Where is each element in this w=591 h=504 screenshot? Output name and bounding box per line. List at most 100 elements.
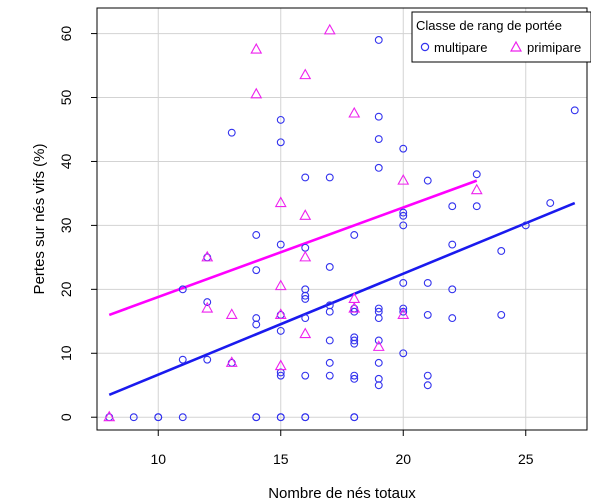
point-multipare [399, 349, 408, 358]
point-multipare [374, 112, 383, 121]
point-primipare [103, 410, 116, 422]
point-multipare [448, 285, 457, 294]
point-multipare [423, 381, 432, 390]
point-multipare [203, 298, 212, 307]
point-primipare [201, 250, 214, 262]
regression-lines [108, 179, 576, 397]
point-multipare [252, 413, 261, 422]
point-primipare [274, 196, 287, 208]
point-multipare [252, 231, 261, 239]
point-primipare [299, 209, 312, 220]
point-multipare [374, 336, 383, 345]
point-multipare [178, 413, 187, 422]
point-primipare [250, 87, 263, 99]
point-multipare [448, 314, 457, 323]
point-multipare [423, 278, 432, 287]
point-multipare [350, 413, 359, 422]
point-multipare [325, 336, 334, 345]
point-multipare [374, 374, 383, 383]
point-multipare [325, 371, 334, 380]
point-multipare [472, 202, 481, 211]
point-multipare [350, 371, 359, 380]
point-multipare [497, 310, 506, 319]
y-axis-title: Pertes sur nés vifs (%) [31, 144, 48, 295]
point-primipare [470, 183, 483, 195]
point-primipare [299, 68, 312, 80]
point-primipare [274, 279, 287, 291]
point-multipare [252, 314, 261, 323]
point-multipare [546, 199, 555, 207]
plot-frame [96, 7, 588, 431]
point-primipare [397, 308, 410, 319]
point-multipare [276, 326, 285, 335]
point-multipare [325, 301, 334, 310]
x-tick-label: 15 [273, 451, 289, 467]
point-primipare [348, 106, 361, 118]
point-multipare [399, 278, 408, 287]
point-multipare [178, 355, 187, 364]
point-multipare [301, 371, 310, 380]
point-multipare [227, 128, 236, 137]
point-multipare [399, 304, 408, 313]
point-multipare [350, 231, 359, 239]
x-tick-label: 25 [518, 451, 534, 467]
point-multipare [276, 138, 285, 147]
point-multipare [301, 285, 310, 294]
legend-marker-primipare [509, 40, 523, 52]
point-multipare [350, 333, 359, 342]
point-primipare [274, 308, 287, 319]
point-multipare [472, 170, 481, 179]
point-primipare [274, 359, 287, 371]
regression-line-multipare [108, 201, 576, 397]
point-multipare [423, 371, 432, 380]
point-primipare [348, 301, 361, 313]
point-multipare [374, 304, 383, 313]
point-multipare [374, 163, 383, 172]
y-tick-label: 10 [58, 345, 74, 361]
point-multipare [399, 208, 408, 217]
point-multipare [497, 247, 506, 255]
legend-box [411, 11, 591, 63]
point-multipare [178, 285, 187, 294]
point-multipare [154, 413, 163, 422]
legend: Classe de rang de portée multipare primi… [411, 11, 591, 63]
point-primipare [372, 340, 385, 351]
point-primipare [225, 308, 238, 319]
y-tick-label: 0 [58, 413, 74, 421]
point-multipare [374, 358, 383, 367]
point-multipare [448, 240, 457, 249]
point-primipare [250, 42, 263, 54]
point-multipare [350, 374, 359, 383]
point-multipare [399, 144, 408, 153]
x-tick-label: 10 [150, 451, 166, 467]
point-primipare [323, 23, 336, 35]
x-axis: 10 15 20 25 [150, 430, 534, 467]
point-primipare [299, 250, 312, 262]
point-multipare [301, 294, 310, 303]
point-primipare [299, 327, 312, 339]
y-tick-label: 50 [58, 90, 74, 106]
point-multipare [276, 240, 285, 249]
x-tick-label: 20 [395, 451, 411, 467]
point-primipare [201, 301, 214, 313]
point-multipare [399, 221, 408, 230]
point-multipare [399, 211, 408, 220]
point-multipare [276, 115, 285, 124]
point-multipare [276, 413, 285, 422]
point-multipare [325, 263, 334, 271]
plot-background [97, 8, 587, 430]
point-multipare [423, 310, 432, 319]
point-multipare [325, 358, 334, 367]
legend-label-multipare: multipare [434, 40, 487, 55]
point-multipare [374, 307, 383, 316]
x-axis-title: Nombre de nés totaux [268, 485, 416, 502]
point-multipare [325, 173, 334, 182]
regression-line-primipare [108, 179, 478, 317]
point-multipare [423, 176, 432, 185]
point-multipare [570, 106, 579, 115]
point-multipare [252, 266, 261, 275]
point-multipare [301, 413, 310, 422]
point-multipare [276, 371, 285, 380]
point-multipare [301, 314, 310, 323]
